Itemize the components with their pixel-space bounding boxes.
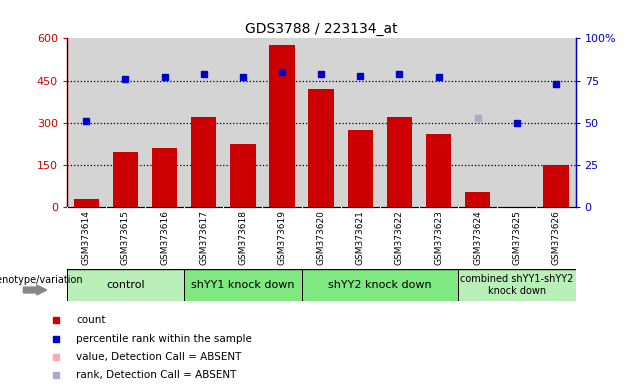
Bar (67, 269, 184, 301)
Text: value, Detection Call = ABSENT: value, Detection Call = ABSENT (76, 352, 242, 362)
Text: GSM373621: GSM373621 (356, 210, 365, 265)
Text: combined shYY1-shYY2
knock down: combined shYY1-shYY2 knock down (460, 274, 574, 296)
Text: GSM373623: GSM373623 (434, 210, 443, 265)
Text: GSM373626: GSM373626 (551, 210, 560, 265)
Bar (458, 269, 576, 301)
Text: GSM373614: GSM373614 (82, 210, 91, 265)
Bar (426, 134, 452, 207)
Text: GSM373622: GSM373622 (395, 210, 404, 265)
Text: control: control (106, 280, 145, 290)
FancyArrow shape (24, 285, 47, 295)
Bar (348, 130, 373, 207)
Text: GSM373624: GSM373624 (473, 210, 482, 265)
Bar (465, 192, 490, 207)
Text: count: count (76, 315, 106, 325)
Text: shYY2 knock down: shYY2 knock down (328, 280, 432, 290)
Bar (301, 269, 458, 301)
Text: percentile rank within the sample: percentile rank within the sample (76, 334, 252, 344)
Bar (543, 165, 569, 207)
Bar (74, 199, 99, 207)
Text: GSM373619: GSM373619 (277, 210, 287, 265)
Bar (230, 144, 256, 207)
Text: rank, Detection Call = ABSENT: rank, Detection Call = ABSENT (76, 370, 237, 380)
Bar (191, 117, 216, 207)
Text: GSM373616: GSM373616 (160, 210, 169, 265)
Text: GSM373615: GSM373615 (121, 210, 130, 265)
Bar (269, 45, 294, 207)
Text: GSM373617: GSM373617 (199, 210, 208, 265)
Bar (152, 148, 177, 207)
Text: GSM373625: GSM373625 (513, 210, 522, 265)
Text: genotype/variation: genotype/variation (0, 275, 83, 285)
Bar (308, 89, 334, 207)
Title: GDS3788 / 223134_at: GDS3788 / 223134_at (245, 22, 398, 36)
Text: GSM373620: GSM373620 (317, 210, 326, 265)
Bar (387, 117, 412, 207)
Bar (184, 269, 301, 301)
Text: shYY1 knock down: shYY1 knock down (191, 280, 294, 290)
Bar (113, 152, 138, 207)
Text: GSM373618: GSM373618 (238, 210, 247, 265)
